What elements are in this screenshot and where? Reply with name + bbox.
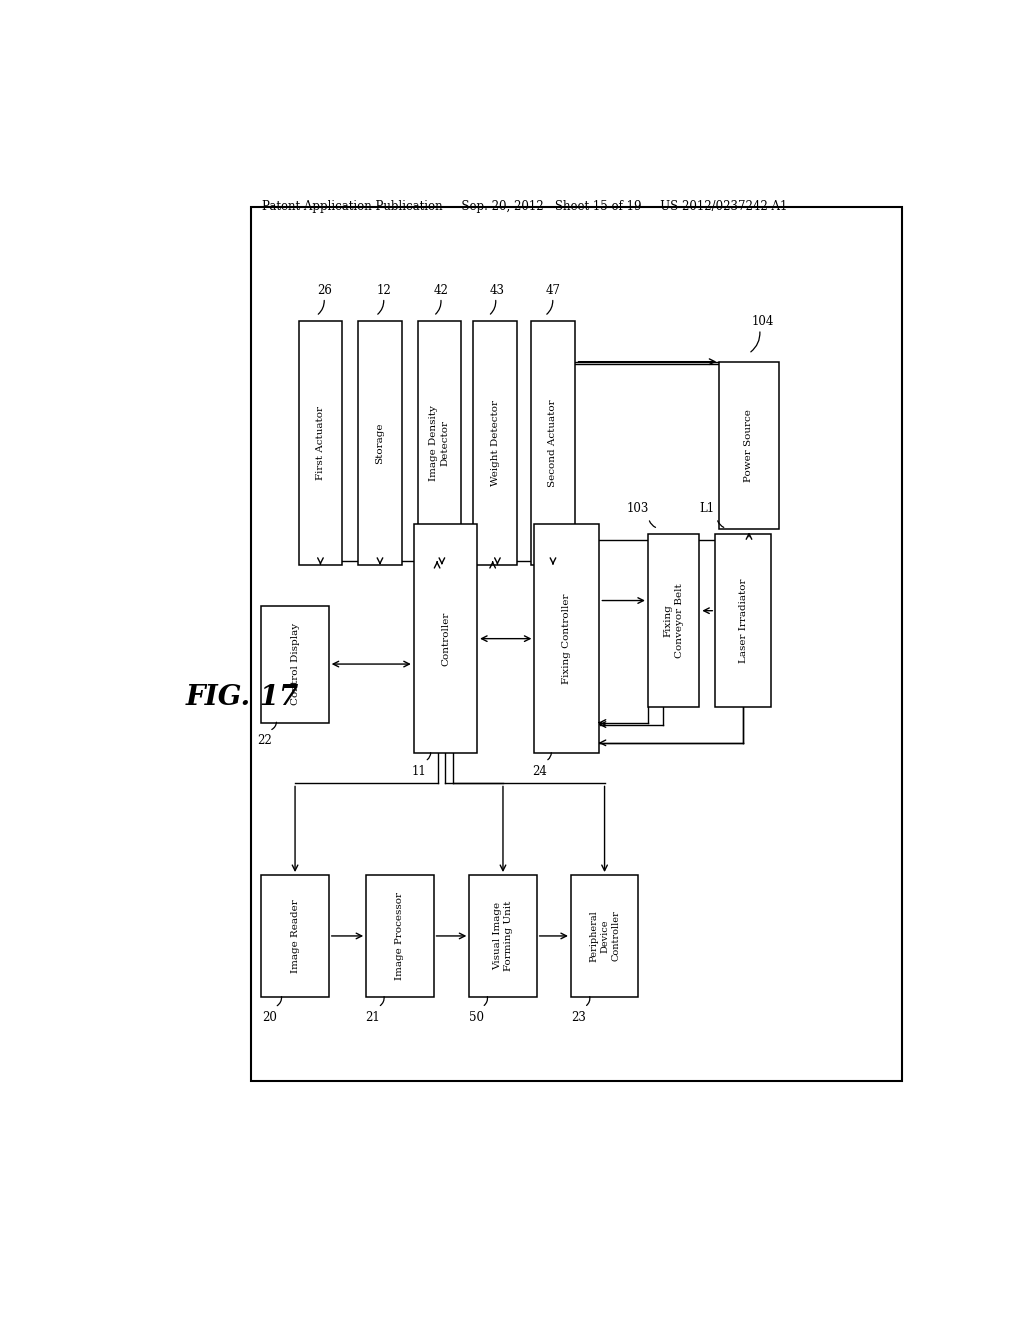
Text: Fixing
Conveyor Belt: Fixing Conveyor Belt — [664, 583, 684, 659]
Text: Visual Image
Forming Unit: Visual Image Forming Unit — [493, 900, 513, 972]
Text: 23: 23 — [571, 1011, 586, 1024]
Bar — [358, 321, 401, 565]
Text: 104: 104 — [752, 314, 774, 327]
Text: 43: 43 — [489, 284, 505, 297]
Text: First Actuator: First Actuator — [316, 407, 325, 480]
Bar — [535, 524, 599, 752]
Text: Second Actuator: Second Actuator — [549, 399, 557, 487]
Bar — [715, 535, 771, 708]
Text: Weight Detector: Weight Detector — [490, 400, 500, 486]
Text: Laser Irradiator: Laser Irradiator — [738, 578, 748, 663]
Bar — [473, 321, 517, 565]
Bar — [469, 875, 537, 997]
Bar — [570, 875, 638, 997]
Bar — [299, 321, 342, 565]
Text: Storage: Storage — [376, 422, 384, 463]
Text: Control Display: Control Display — [291, 623, 300, 705]
Text: Fixing Controller: Fixing Controller — [562, 594, 571, 684]
Text: Peripheral
Device
Controller: Peripheral Device Controller — [589, 909, 621, 962]
Text: 12: 12 — [377, 284, 392, 297]
Text: Controller: Controller — [441, 611, 450, 665]
Text: 42: 42 — [434, 284, 449, 297]
Bar — [418, 321, 461, 565]
Text: 50: 50 — [469, 1011, 484, 1024]
Bar — [531, 321, 574, 565]
Text: 47: 47 — [546, 284, 561, 297]
Bar — [719, 362, 778, 529]
Bar — [261, 606, 329, 722]
Text: 22: 22 — [257, 734, 272, 747]
Bar — [367, 875, 433, 997]
Bar — [414, 524, 477, 752]
Text: Image Processor: Image Processor — [395, 892, 404, 979]
Text: Image Density
Detector: Image Density Detector — [429, 405, 450, 480]
Text: 20: 20 — [262, 1011, 276, 1024]
Bar — [251, 207, 902, 1081]
Text: L1: L1 — [699, 502, 715, 515]
Text: Power Source: Power Source — [744, 409, 754, 482]
Text: Patent Application Publication     Sep. 20, 2012   Sheet 15 of 19     US 2012/02: Patent Application Publication Sep. 20, … — [262, 199, 787, 213]
Text: 11: 11 — [412, 764, 427, 777]
Bar — [648, 535, 699, 708]
Text: 103: 103 — [627, 502, 649, 515]
Text: 26: 26 — [317, 284, 332, 297]
Bar — [261, 875, 329, 997]
Text: 24: 24 — [532, 764, 547, 777]
Text: 21: 21 — [365, 1011, 380, 1024]
Text: FIG. 17: FIG. 17 — [186, 684, 299, 710]
Text: Image Reader: Image Reader — [291, 899, 300, 973]
